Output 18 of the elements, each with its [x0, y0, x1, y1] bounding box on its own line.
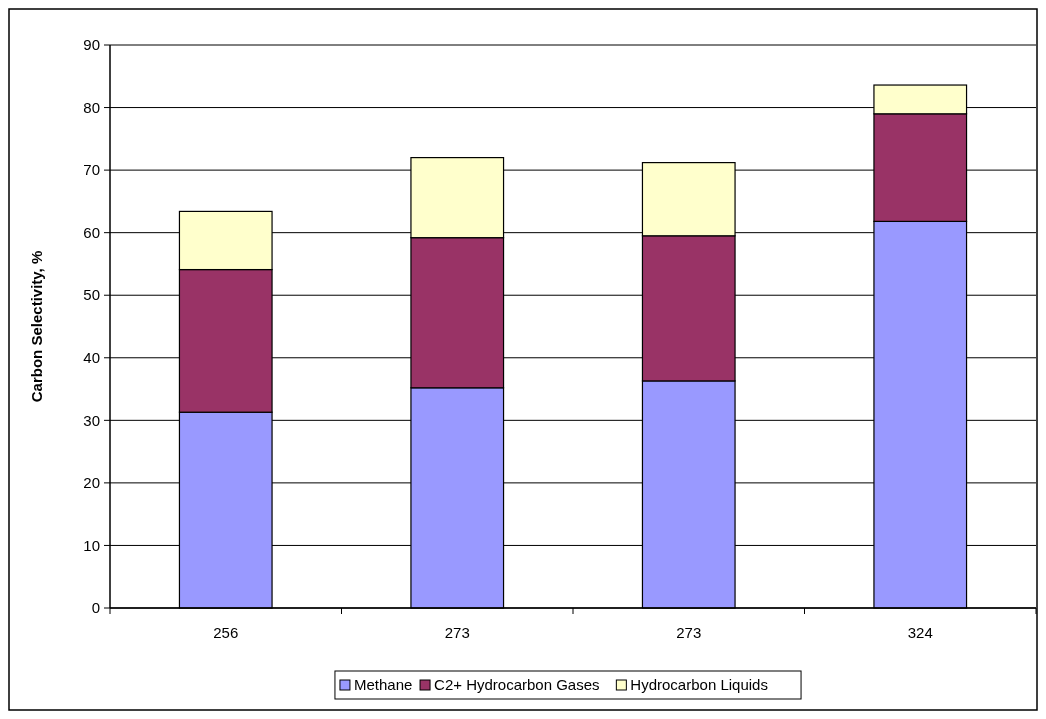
y-tick-label: 60	[83, 223, 100, 241]
y-tick-label: 40	[83, 349, 100, 367]
legend-label: Methane	[353, 676, 413, 694]
y-tick-label: 30	[83, 411, 100, 429]
x-tick-label: 324	[907, 624, 933, 641]
y-tick-label: 0	[91, 599, 100, 617]
legend-label: C2+ Hydrocarbon Gases	[434, 676, 600, 694]
y-tick-label: 20	[83, 474, 100, 492]
legend-label: Hydrocarbon Liquids	[630, 676, 768, 694]
y-tick-label: 10	[83, 536, 100, 554]
x-tick-label: 273	[676, 624, 702, 641]
y-axis-title: Carbon Selectivity, %	[28, 250, 45, 403]
y-tick-label: 90	[83, 36, 100, 54]
y-tick-label: 70	[83, 161, 100, 179]
y-tick-label: 80	[83, 98, 100, 116]
x-tick-label: 273	[444, 624, 470, 641]
y-tick-label: 50	[83, 286, 100, 304]
x-tick-label: 256	[213, 624, 239, 641]
